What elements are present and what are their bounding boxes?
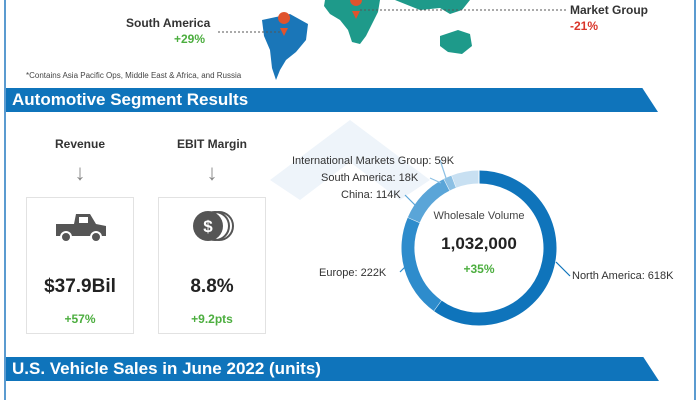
revenue-value: $37.9Bil [44, 276, 116, 297]
donut-slice-north-america [433, 170, 557, 326]
donut-slice-img [451, 170, 480, 188]
africa-asia-shape [324, 0, 380, 44]
ebit-value: 8.8% [190, 276, 234, 297]
south-america-pin-icon [278, 12, 291, 36]
leader-line-south-america [429, 177, 442, 184]
south-america-label: South America [126, 16, 211, 30]
watermark-logo [270, 120, 430, 200]
data-label-china: China: 114K [341, 189, 401, 201]
arrow-down-icon: ↓ [74, 160, 86, 185]
donut-center-value: 1,032,000 [441, 234, 517, 253]
revenue-label: Revenue [54, 137, 106, 151]
africa-pin-icon [350, 0, 362, 19]
map-footnote: *Contains Asia Pacific Ops, Middle East … [26, 71, 242, 80]
donut-slice-china [407, 178, 451, 223]
donut-center-change: +35% [463, 262, 495, 276]
data-label-south-america: South America: 18K [321, 172, 419, 184]
revenue-card: $37.9Bil +57% [26, 197, 134, 334]
south-america-shape [262, 14, 308, 80]
ebit-label: EBIT Margin [176, 137, 247, 151]
leader-line-europe [399, 263, 409, 273]
arrow-down-icon: ↓ [206, 160, 218, 185]
world-map [218, 0, 566, 80]
donut-center-title: Wholesale Volume [433, 210, 525, 222]
data-label-north-america: North America: 618K [572, 270, 674, 282]
img-change: -21% [570, 19, 599, 33]
leader-line-img [439, 159, 447, 179]
ebit-card: $ 8.8% +9.2pts [158, 197, 266, 334]
dollar-coins-icon: $ [193, 211, 234, 241]
section-banner-automotive: Automotive Segment Results [6, 88, 658, 112]
data-label-europe: Europe: 222K [319, 267, 387, 279]
svg-text:$: $ [203, 217, 213, 236]
leader-line-china [404, 194, 422, 212]
australia-shape [440, 30, 472, 54]
asia-shape [395, 0, 470, 14]
leader-line-north-america [555, 261, 571, 277]
frame-left-border [4, 0, 6, 400]
south-america-change: +29% [174, 32, 206, 46]
ebit-change: +9.2pts [191, 312, 233, 326]
frame-right-border [694, 0, 696, 400]
revenue-change: +57% [64, 312, 96, 326]
data-label-img: International Markets Group: 59K [292, 155, 455, 167]
donut-slice-europe [401, 217, 442, 311]
donut-slice-south-america [443, 175, 457, 191]
img-label: Market Group [570, 3, 649, 17]
section-banner-us-sales: U.S. Vehicle Sales in June 2022 (units) [6, 357, 659, 381]
pickup-truck-icon [56, 214, 106, 243]
